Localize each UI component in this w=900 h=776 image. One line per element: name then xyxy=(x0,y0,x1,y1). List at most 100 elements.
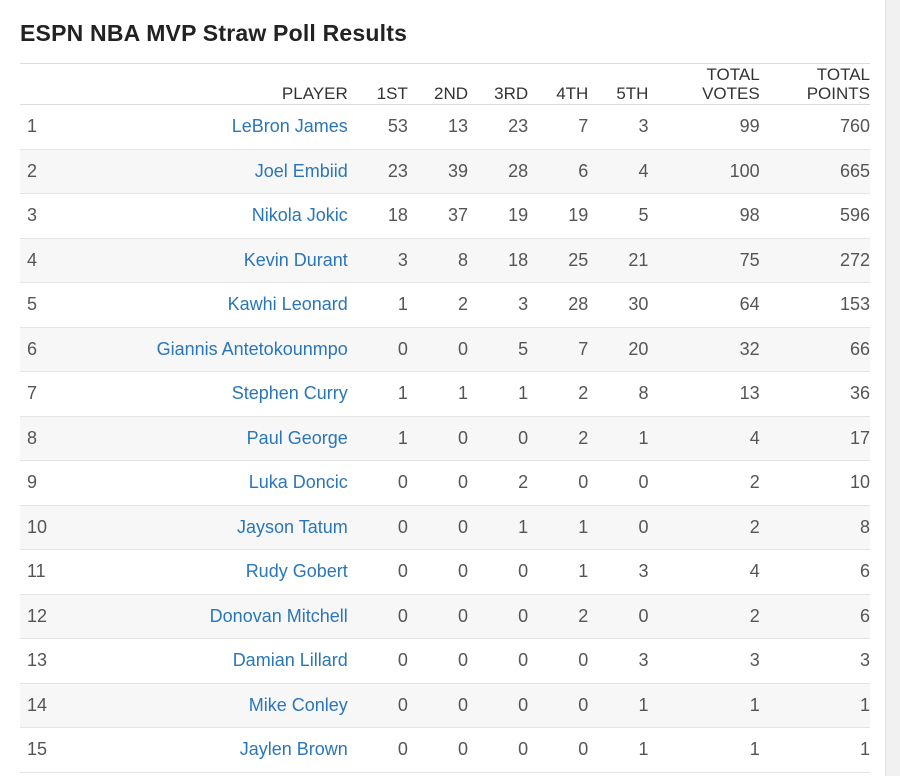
fourth-place-votes-cell: 2 xyxy=(578,383,589,404)
scrollbar-track[interactable] xyxy=(885,0,900,776)
total-votes-cell: 64 xyxy=(739,294,760,315)
second-place-votes-cell: 0 xyxy=(458,338,469,359)
total-points-cell: 8 xyxy=(859,516,870,537)
player-link[interactable]: Jaylen Brown xyxy=(239,739,348,760)
first-place-votes-cell: 0 xyxy=(397,561,408,582)
player-link[interactable]: Stephen Curry xyxy=(231,383,348,404)
fourth-place-votes-cell: 1 xyxy=(578,561,589,582)
fifth-place-votes-cell: 1 xyxy=(638,427,649,448)
player-link[interactable]: Mike Conley xyxy=(248,694,348,715)
second-place-votes-cell: 0 xyxy=(458,561,469,582)
rank-cell: 8 xyxy=(27,427,38,448)
third-place-votes-cell: 0 xyxy=(518,427,529,448)
player-cell: Jayson Tatum xyxy=(90,505,348,550)
first-place-votes-cell: 0 xyxy=(397,739,408,760)
fourth-place-votes-cell: 0 xyxy=(578,650,589,671)
third-place-votes-cell: 1 xyxy=(518,516,529,537)
player-link[interactable]: Joel Embiid xyxy=(254,160,348,181)
table-row: 5 Kawhi Leonard 1 2 3 28 30 64 153 xyxy=(20,283,870,328)
total-votes-cell: 2 xyxy=(749,472,760,493)
fifth-place-votes-cell: 0 xyxy=(638,516,649,537)
total-votes-cell: 2 xyxy=(749,516,760,537)
rank-cell: 14 xyxy=(27,694,48,715)
total-points-cell: 1 xyxy=(859,739,870,760)
fifth-place-votes-cell: 4 xyxy=(638,160,649,181)
total-points-cell: 665 xyxy=(839,160,870,181)
player-link[interactable]: Damian Lillard xyxy=(232,650,348,671)
table-header: PLAYER 1ST 2ND 3RD 4TH 5TH TOTAL VOTES TO… xyxy=(20,63,870,105)
fourth-place-votes-cell: 25 xyxy=(568,249,589,270)
player-link[interactable]: Paul George xyxy=(246,427,348,448)
first-place-votes-cell: 23 xyxy=(387,160,408,181)
total-votes-header: TOTAL VOTES xyxy=(648,64,760,105)
rank-cell: 15 xyxy=(27,739,48,760)
total-points-cell: 760 xyxy=(839,116,870,137)
total-votes-cell: 1 xyxy=(749,739,760,760)
table-row: 9 Luka Doncic 0 0 2 0 0 2 10 xyxy=(20,461,870,506)
total-points-cell: 66 xyxy=(849,338,870,359)
rank-cell: 2 xyxy=(27,160,38,181)
table-row: 2 Joel Embiid 23 39 28 6 4 100 665 xyxy=(20,149,870,194)
total-points-cell: 3 xyxy=(859,650,870,671)
rank-cell: 7 xyxy=(27,383,38,404)
fourth-place-votes-cell: 2 xyxy=(578,427,589,448)
player-link[interactable]: Kevin Durant xyxy=(243,249,348,270)
first-place-votes-cell: 1 xyxy=(397,427,408,448)
total-points-cell: 17 xyxy=(849,427,870,448)
rank-header xyxy=(20,64,90,105)
third-place-votes-cell: 23 xyxy=(508,116,529,137)
fifth-place-votes-cell: 3 xyxy=(638,650,649,671)
player-link[interactable]: LeBron James xyxy=(231,116,348,137)
total-votes-cell: 75 xyxy=(739,249,760,270)
table-row: 13 Damian Lillard 0 0 0 0 3 3 3 xyxy=(20,639,870,683)
player-cell: Joel Embiid xyxy=(90,149,348,194)
second-place-votes-cell: 13 xyxy=(448,116,469,137)
player-link[interactable]: Donovan Mitchell xyxy=(209,605,348,626)
player-link[interactable]: Luka Doncic xyxy=(248,472,348,493)
player-cell: Kawhi Leonard xyxy=(90,283,348,328)
player-cell: Giannis Antetokounmpo xyxy=(90,327,348,372)
total-points-cell: 6 xyxy=(859,605,870,626)
first-place-votes-cell: 3 xyxy=(397,249,408,270)
total-points-header: TOTAL POINTS xyxy=(760,64,870,105)
total-points-cell: 596 xyxy=(839,205,870,226)
total-votes-cell: 4 xyxy=(749,427,760,448)
third-place-votes-cell: 0 xyxy=(518,694,529,715)
player-link[interactable]: Jayson Tatum xyxy=(237,516,348,537)
total-votes-cell: 3 xyxy=(749,650,760,671)
total-votes-cell: 1 xyxy=(749,694,760,715)
third-place-votes-cell: 0 xyxy=(518,739,529,760)
total-votes-cell: 98 xyxy=(739,205,760,226)
player-link[interactable]: Nikola Jokic xyxy=(251,205,348,226)
second-place-votes-cell: 1 xyxy=(458,383,469,404)
rank-cell: 5 xyxy=(27,294,38,315)
total-votes-cell: 100 xyxy=(729,160,760,181)
table-row: 15 Jaylen Brown 0 0 0 0 1 1 1 xyxy=(20,728,870,773)
player-cell: Luka Doncic xyxy=(90,461,348,506)
second-place-votes-cell: 0 xyxy=(458,472,469,493)
player-link[interactable]: Kawhi Leonard xyxy=(227,294,348,315)
player-cell: Jaylen Brown xyxy=(90,728,348,773)
rank-cell: 12 xyxy=(27,605,48,626)
player-link[interactable]: Rudy Gobert xyxy=(245,561,348,582)
rank-cell: 10 xyxy=(27,516,48,537)
fourth-place-votes-cell: 0 xyxy=(578,694,589,715)
total-votes-cell: 13 xyxy=(739,383,760,404)
player-cell: Kevin Durant xyxy=(90,238,348,283)
total-votes-header-line2: VOTES xyxy=(702,84,760,103)
player-link[interactable]: Giannis Antetokounmpo xyxy=(156,338,348,359)
second-place-votes-cell: 0 xyxy=(458,739,469,760)
table-row: 14 Mike Conley 0 0 0 0 1 1 1 xyxy=(20,683,870,728)
third-place-votes-cell: 18 xyxy=(508,249,529,270)
fifth-place-votes-cell: 1 xyxy=(638,694,649,715)
first-place-votes-cell: 1 xyxy=(397,294,408,315)
second-place-votes-cell: 0 xyxy=(458,694,469,715)
second-place-votes-cell: 39 xyxy=(448,160,469,181)
fifth-place-votes-cell: 30 xyxy=(628,294,649,315)
mvp-poll-table: PLAYER 1ST 2ND 3RD 4TH 5TH TOTAL VOTES TO… xyxy=(20,63,870,773)
player-cell: Donovan Mitchell xyxy=(90,594,348,639)
total-points-cell: 6 xyxy=(859,561,870,582)
fifth-place-votes-cell: 5 xyxy=(638,205,649,226)
total-points-header-line1: TOTAL xyxy=(816,65,870,84)
rank-cell: 4 xyxy=(27,249,38,270)
